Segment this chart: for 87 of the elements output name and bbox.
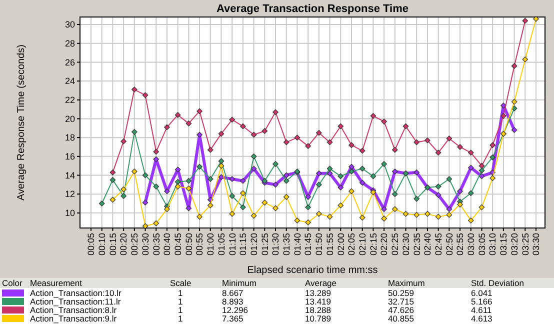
y-tick-label: 10: [64, 208, 75, 218]
text: 13.289: [305, 288, 332, 298]
y-tick-label: 22: [64, 95, 75, 106]
x-tick-label: 00:55: [194, 233, 205, 256]
x-tick-label: 01:10: [227, 233, 238, 256]
x-tick-label: 02:35: [412, 233, 422, 256]
legend-label: Action_Transaction:9.lr: [30, 314, 117, 324]
text: Average: [305, 278, 337, 288]
x-tick-label: 03:00: [466, 233, 476, 256]
x-tick-label: 01:45: [303, 233, 314, 256]
text: 4.613: [471, 314, 493, 324]
y-tick-label: 30: [64, 20, 75, 30]
text: 32.715: [388, 296, 414, 306]
x-tick-label: 03:30: [531, 233, 542, 256]
x-tick-label: 00:35: [151, 233, 162, 256]
x-tick-label: 02:20: [379, 233, 390, 256]
text: 7.365: [222, 314, 244, 324]
y-tick-label: 12: [64, 189, 75, 200]
legend-label: Action_Transaction:11.lr: [30, 296, 121, 306]
x-tick-label: 02:05: [346, 233, 357, 256]
x-tick-label: 02:30: [400, 233, 411, 256]
text: 1: [178, 296, 183, 306]
x-tick-label: 03:10: [488, 233, 498, 256]
x-tick-label: 00:45: [172, 233, 183, 256]
y-tick-label: 20: [64, 114, 75, 124]
text: 40.855: [388, 314, 414, 324]
x-tick-label: 00:05: [86, 233, 96, 256]
text: Color: [2, 278, 22, 288]
x-tick-label: 01:15: [238, 233, 248, 256]
legend-label: Action_Transaction:8.lr: [30, 305, 117, 315]
x-tick-label: 00:25: [130, 233, 140, 256]
y-tick-label: 14: [64, 170, 75, 180]
y-axis-title: Average Response Time (seconds): [16, 44, 27, 201]
text: 8.667: [222, 288, 244, 298]
x-tick-label: 02:40: [422, 233, 433, 256]
x-tick-label: 00:30: [140, 233, 150, 256]
text: Scale: [170, 278, 192, 288]
legend-label: Action_Transaction:10.lr: [30, 288, 122, 298]
x-tick-label: 02:55: [455, 233, 466, 256]
x-tick-label: 00:50: [184, 233, 194, 256]
x-tick-label: 01:25: [260, 233, 270, 256]
text: 18.288: [305, 305, 332, 315]
x-tick-label: 00:15: [108, 233, 118, 256]
x-tick-label: 03:05: [476, 233, 487, 256]
y-tick-label: 24: [64, 76, 75, 86]
x-tick-label: 01:55: [324, 233, 335, 256]
x-tick-label: 01:05: [216, 233, 226, 256]
text: 6.041: [471, 288, 493, 298]
y-tick-label: 16: [64, 152, 75, 162]
x-axis-title: Elapsed scenario time mm:ss: [247, 265, 378, 276]
text: 10.789: [305, 314, 332, 324]
text: 4.611: [471, 305, 492, 315]
text: 1: [178, 288, 183, 298]
x-tick-label: 02:15: [368, 233, 378, 256]
x-tick-label: 01:50: [314, 233, 324, 256]
x-tick-label: 02:25: [390, 233, 400, 256]
text: 12.296: [222, 305, 248, 315]
x-tick-label: 03:20: [509, 233, 520, 256]
y-tick-label: 28: [64, 38, 75, 49]
y-tick-label: 26: [64, 57, 75, 68]
x-tick-label: 00:40: [162, 233, 172, 256]
x-tick-label: 01:00: [206, 233, 216, 256]
x-tick-label: 02:00: [336, 233, 346, 256]
text: 1: [178, 305, 183, 315]
x-tick-label: 01:20: [248, 233, 259, 256]
text: 1: [178, 314, 183, 324]
x-tick-label: 02:50: [444, 233, 454, 256]
x-tick-label: 01:35: [282, 233, 292, 256]
text: Std. Deviation: [471, 278, 524, 288]
text: 5.166: [471, 296, 493, 306]
chart-title: Average Transaction Response Time: [216, 3, 408, 15]
x-tick-label: 03:15: [498, 233, 509, 256]
text: 8.893: [222, 296, 244, 306]
x-tick-label: 01:30: [270, 233, 281, 256]
text: Maximum: [388, 278, 425, 288]
y-tick-label: 18: [64, 132, 75, 143]
text: Minimum: [222, 278, 256, 288]
text: 47.626: [388, 305, 414, 315]
x-tick-label: 02:45: [433, 233, 444, 256]
text: Measurement: [30, 278, 83, 288]
text: 50.259: [388, 288, 414, 298]
text: 13.419: [305, 296, 332, 306]
x-tick-label: 01:40: [292, 233, 302, 256]
x-tick-label: 00:20: [118, 233, 129, 256]
x-tick-label: 00:10: [97, 233, 108, 256]
x-tick-label: 02:10: [357, 233, 368, 256]
x-tick-label: 03:25: [520, 233, 530, 256]
